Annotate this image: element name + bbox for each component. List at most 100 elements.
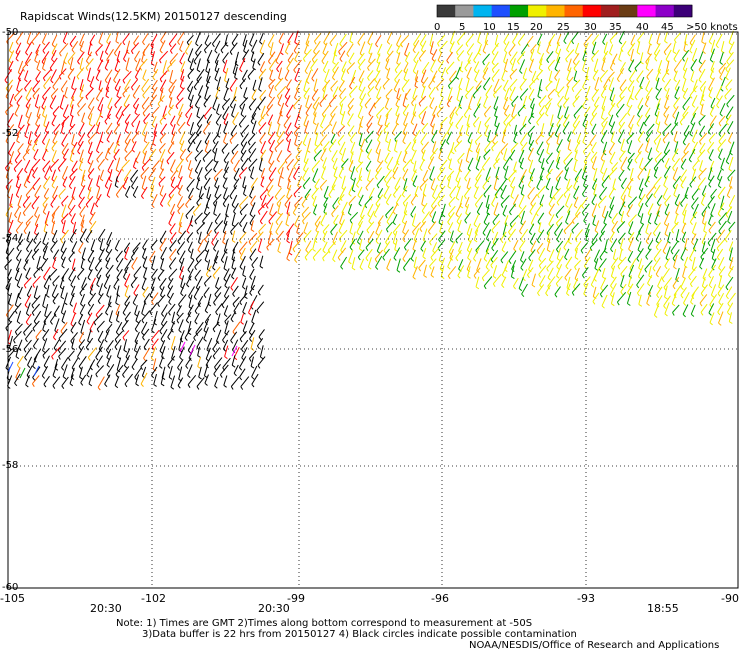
wind-barb-flag [105,51,109,55]
wind-barb [72,221,77,233]
wind-barb-flag [22,212,26,217]
wind-barb [600,160,606,172]
wind-barb-flag [654,222,658,226]
wind-barb [44,303,49,316]
wind-barb-flag [528,257,532,262]
wind-barb-flag [69,159,74,163]
wind-barb-flag [463,195,467,200]
wind-barb-flag [657,285,661,289]
wind-barb-flag [223,176,227,180]
wind-barb-flag [638,303,643,307]
wind-barb-flag [23,284,27,289]
wind-barb [17,195,23,206]
wind-barb [123,94,131,106]
wind-barb [502,122,509,134]
wind-barb [337,247,347,258]
wind-barb [512,277,519,287]
wind-barb-flag [664,202,668,207]
wind-barb-flag [243,50,247,54]
wind-barb-flag [68,278,72,282]
wind-barb-flag [238,175,242,179]
wind-barb-flag [49,106,53,110]
wind-barb-flag [223,348,227,352]
wind-barb-flag [68,130,72,135]
wind-barb-flag [194,266,197,271]
wind-barb [610,265,616,277]
wind-barb [205,355,212,366]
wind-barb [619,79,627,89]
wind-barb [167,278,174,287]
wind-barb [394,139,398,151]
wind-barb-flag [618,212,622,216]
wind-barb [178,337,183,350]
wind-barb [16,239,24,249]
wind-barb [617,291,627,303]
wind-barb-flag [332,69,336,74]
wind-barb-flag [212,275,216,279]
wind-barb-flag [449,195,453,199]
wind-barb [485,241,492,252]
wind-barb [86,312,93,322]
wind-barb [663,105,670,115]
wind-barb-flag [212,140,216,145]
wind-barb [429,204,437,215]
wind-barb [23,277,32,286]
wind-barb-flag [728,140,732,144]
wind-barb [421,61,430,73]
wind-barb [717,138,727,150]
wind-barb-flag [386,221,390,225]
wind-barb-flag [216,112,220,116]
wind-barb [331,150,338,160]
wind-barb [645,248,652,257]
wind-barb-flag [50,80,54,84]
wind-barb-flag [89,221,93,225]
wind-barb-flag [573,205,578,209]
wind-barb-flag [33,240,37,244]
wind-barb [589,239,598,249]
wind-barb [332,157,338,168]
wind-barb [248,148,257,160]
wind-barb [395,113,400,123]
wind-barb-flag [223,98,227,102]
wind-barb-flag [565,221,569,225]
wind-barb [116,268,123,278]
wind-barb-flag [715,44,719,49]
wind-barb [573,60,580,69]
wind-barb [501,266,508,276]
wind-barb [556,33,562,44]
wind-barb [69,228,77,241]
wind-barb [692,160,699,169]
wind-barb-flag [60,106,64,110]
wind-barb [223,239,229,252]
wind-barb-flag [98,42,102,46]
wind-barb-flag [535,141,539,145]
wind-barb-flag [269,68,273,72]
wind-barb-flag [67,357,71,362]
wind-barb-flag [402,258,406,263]
wind-barb-flag [646,132,649,137]
wind-barb-flag [331,131,335,135]
wind-barb-flag [608,124,613,127]
wind-barb [188,167,193,177]
wind-barb-flag [105,266,109,270]
wind-barb-flag [62,177,66,181]
wind-barb [422,183,427,195]
wind-barb [160,286,165,296]
wind-barb [483,212,490,223]
wind-barb-flag [196,230,199,235]
wind-barb [161,346,166,357]
wind-barb [170,176,176,186]
wind-barb [589,112,598,124]
wind-barb-flag [626,104,630,108]
wind-barb [114,176,118,186]
wind-barb-flag [491,52,495,56]
wind-barb [355,161,364,170]
wind-barb [51,169,56,180]
wind-barb [159,320,168,332]
wind-barb-flag [620,247,624,251]
wind-barb-flag [502,213,506,217]
wind-barb-flag [233,177,237,181]
wind-barb [293,59,302,71]
wind-barb [655,68,661,80]
wind-barb-flag [96,159,100,163]
